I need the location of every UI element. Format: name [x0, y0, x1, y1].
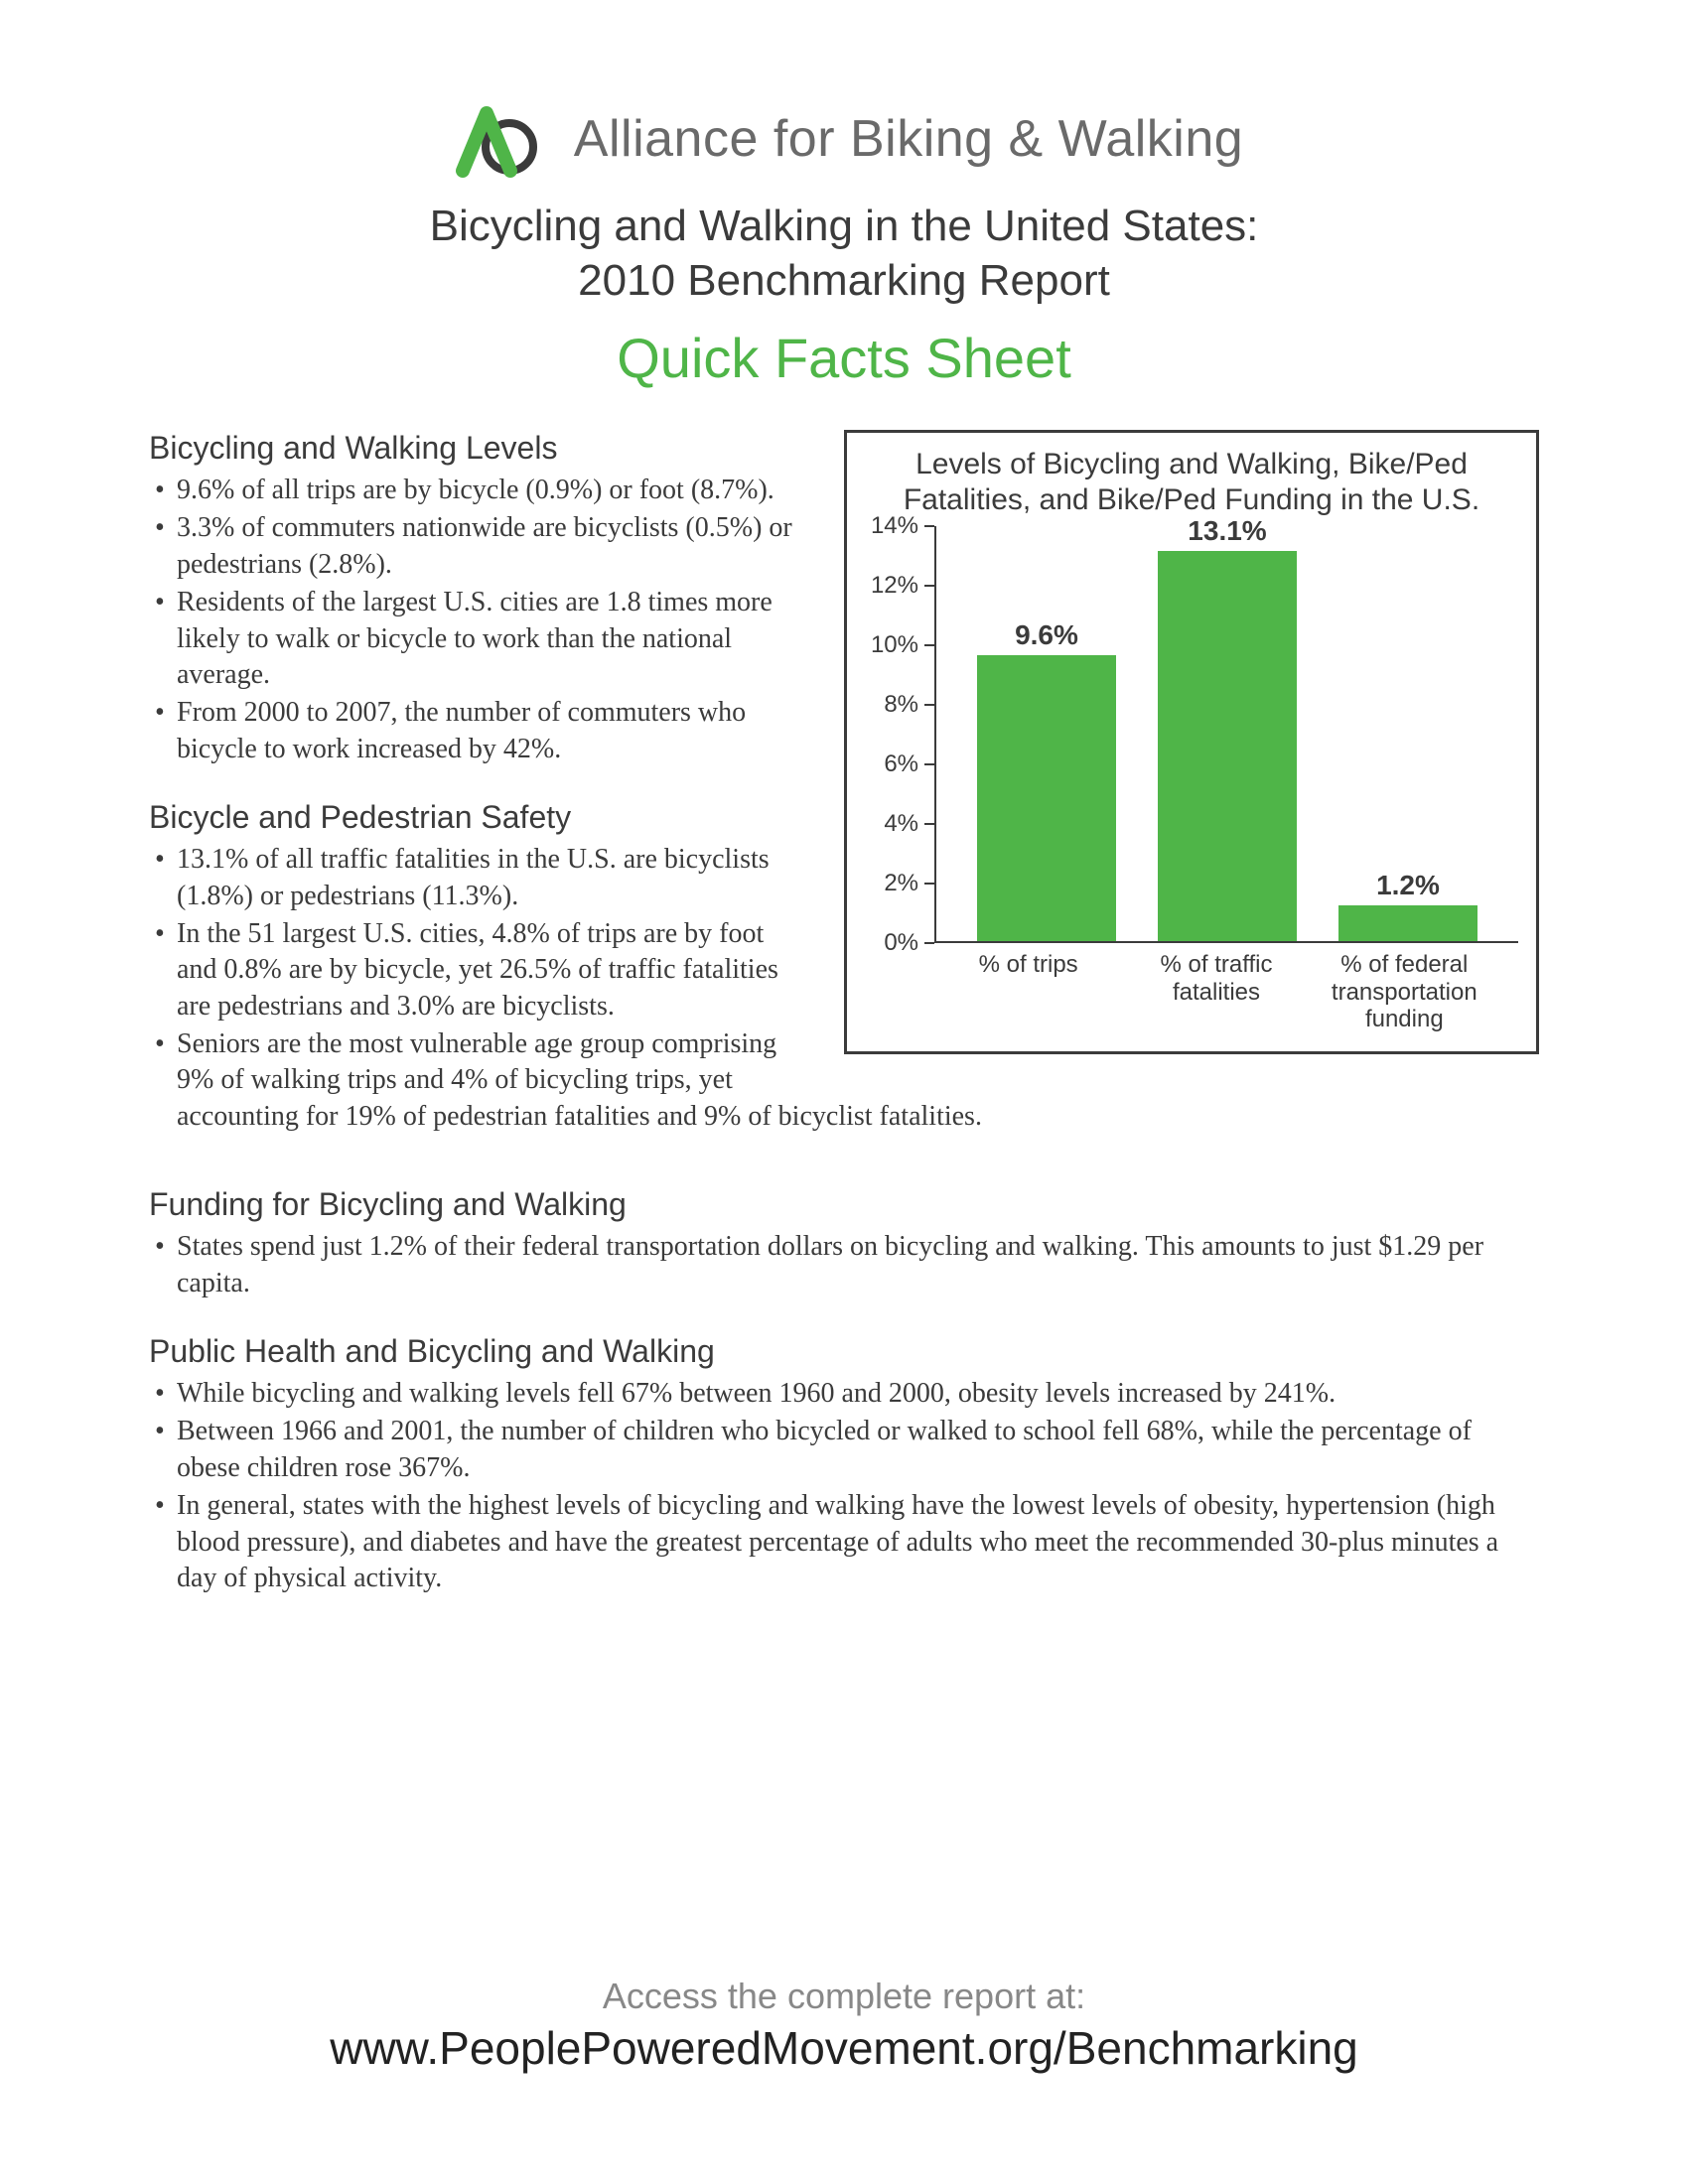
title-line-2: 2010 Benchmarking Report — [578, 256, 1110, 305]
section-head-funding: Funding for Bicycling and Walking — [149, 1186, 1539, 1223]
report-title: Bicycling and Walking in the United Stat… — [149, 199, 1539, 308]
section-safety: Bicycle and Pedestrian Safety 13.1% of a… — [149, 799, 1539, 1135]
section-funding: Funding for Bicycling and Walking States… — [149, 1186, 1539, 1301]
bullets-levels: 9.6% of all trips are by bicycle (0.9%) … — [149, 473, 1539, 767]
bullet-item: In general, states with the highest leve… — [149, 1488, 1539, 1596]
main-content: Levels of Bicycling and Walking, Bike/Pe… — [149, 430, 1539, 1596]
bullet-item: 9.6% of all trips are by bicycle (0.9%) … — [149, 473, 1539, 508]
subtitle: Quick Facts Sheet — [149, 326, 1539, 390]
title-line-1: Bicycling and Walking in the United Stat… — [430, 202, 1259, 250]
header: Alliance for Biking & Walking Bicycling … — [149, 99, 1539, 390]
bullet-item: From 2000 to 2007, the number of commute… — [149, 695, 1539, 767]
section-levels: Bicycling and Walking Levels 9.6% of all… — [149, 430, 1539, 767]
alliance-logo-icon — [445, 99, 544, 179]
bullet-item: States spend just 1.2% of their federal … — [149, 1229, 1539, 1301]
logo-row: Alliance for Biking & Walking — [149, 99, 1539, 179]
bullets-safety: 13.1% of all traffic fatalities in the U… — [149, 842, 1539, 1135]
bullet-item: Between 1966 and 2001, the number of chi… — [149, 1414, 1539, 1486]
section-head-health: Public Health and Bicycling and Walking — [149, 1333, 1539, 1370]
bullet-item: 13.1% of all traffic fatalities in the U… — [149, 842, 1539, 914]
bullet-item: 3.3% of commuters nationwide are bicycli… — [149, 510, 1539, 583]
bullet-item: While bicycling and walking levels fell … — [149, 1376, 1539, 1412]
footer-lead: Access the complete report at: — [0, 1976, 1688, 2017]
bullet-item: In the 51 largest U.S. cities, 4.8% of t… — [149, 916, 1539, 1024]
bullet-item: Seniors are the most vulnerable age grou… — [149, 1026, 1539, 1135]
footer-url: www.PeoplePoweredMovement.org/Benchmarki… — [0, 2021, 1688, 2075]
section-health: Public Health and Bicycling and Walking … — [149, 1333, 1539, 1596]
bullet-item: Residents of the largest U.S. cities are… — [149, 585, 1539, 693]
bullets-health: While bicycling and walking levels fell … — [149, 1376, 1539, 1596]
bullets-funding: States spend just 1.2% of their federal … — [149, 1229, 1539, 1301]
footer: Access the complete report at: www.Peopl… — [0, 1976, 1688, 2075]
org-name: Alliance for Biking & Walking — [574, 109, 1243, 169]
